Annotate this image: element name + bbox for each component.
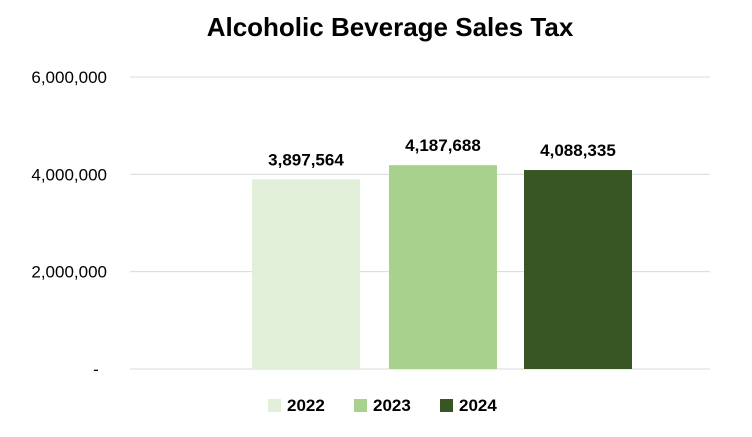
y-tick-label: 4,000,000 [31, 165, 107, 184]
y-axis-tick-labels: - 2,000,000 4,000,000 6,000,000 [31, 68, 107, 379]
bar-2024 [524, 170, 632, 369]
legend: 2022 2023 2024 [268, 396, 497, 415]
data-labels: 3,897,564 4,187,688 4,088,335 [268, 136, 616, 169]
y-tick-label: - [93, 360, 99, 379]
data-label-2023: 4,187,688 [405, 136, 481, 155]
legend-item-2023: 2023 [354, 396, 411, 415]
legend-item-2024: 2024 [440, 396, 497, 415]
legend-label: 2022 [287, 396, 325, 415]
legend-label: 2023 [373, 396, 411, 415]
bars [252, 165, 632, 369]
data-label-2022: 3,897,564 [268, 150, 344, 169]
legend-label: 2024 [459, 396, 497, 415]
chart-title: Alcoholic Beverage Sales Tax [207, 12, 574, 42]
bar-2022 [252, 179, 360, 369]
legend-swatch [268, 399, 281, 412]
data-label-2024: 4,088,335 [540, 141, 616, 160]
y-tick-label: 2,000,000 [31, 263, 107, 282]
bar-2023 [389, 165, 497, 369]
legend-swatch [354, 399, 367, 412]
legend-swatch [440, 399, 453, 412]
legend-item-2022: 2022 [268, 396, 325, 415]
y-tick-label: 6,000,000 [31, 68, 107, 87]
